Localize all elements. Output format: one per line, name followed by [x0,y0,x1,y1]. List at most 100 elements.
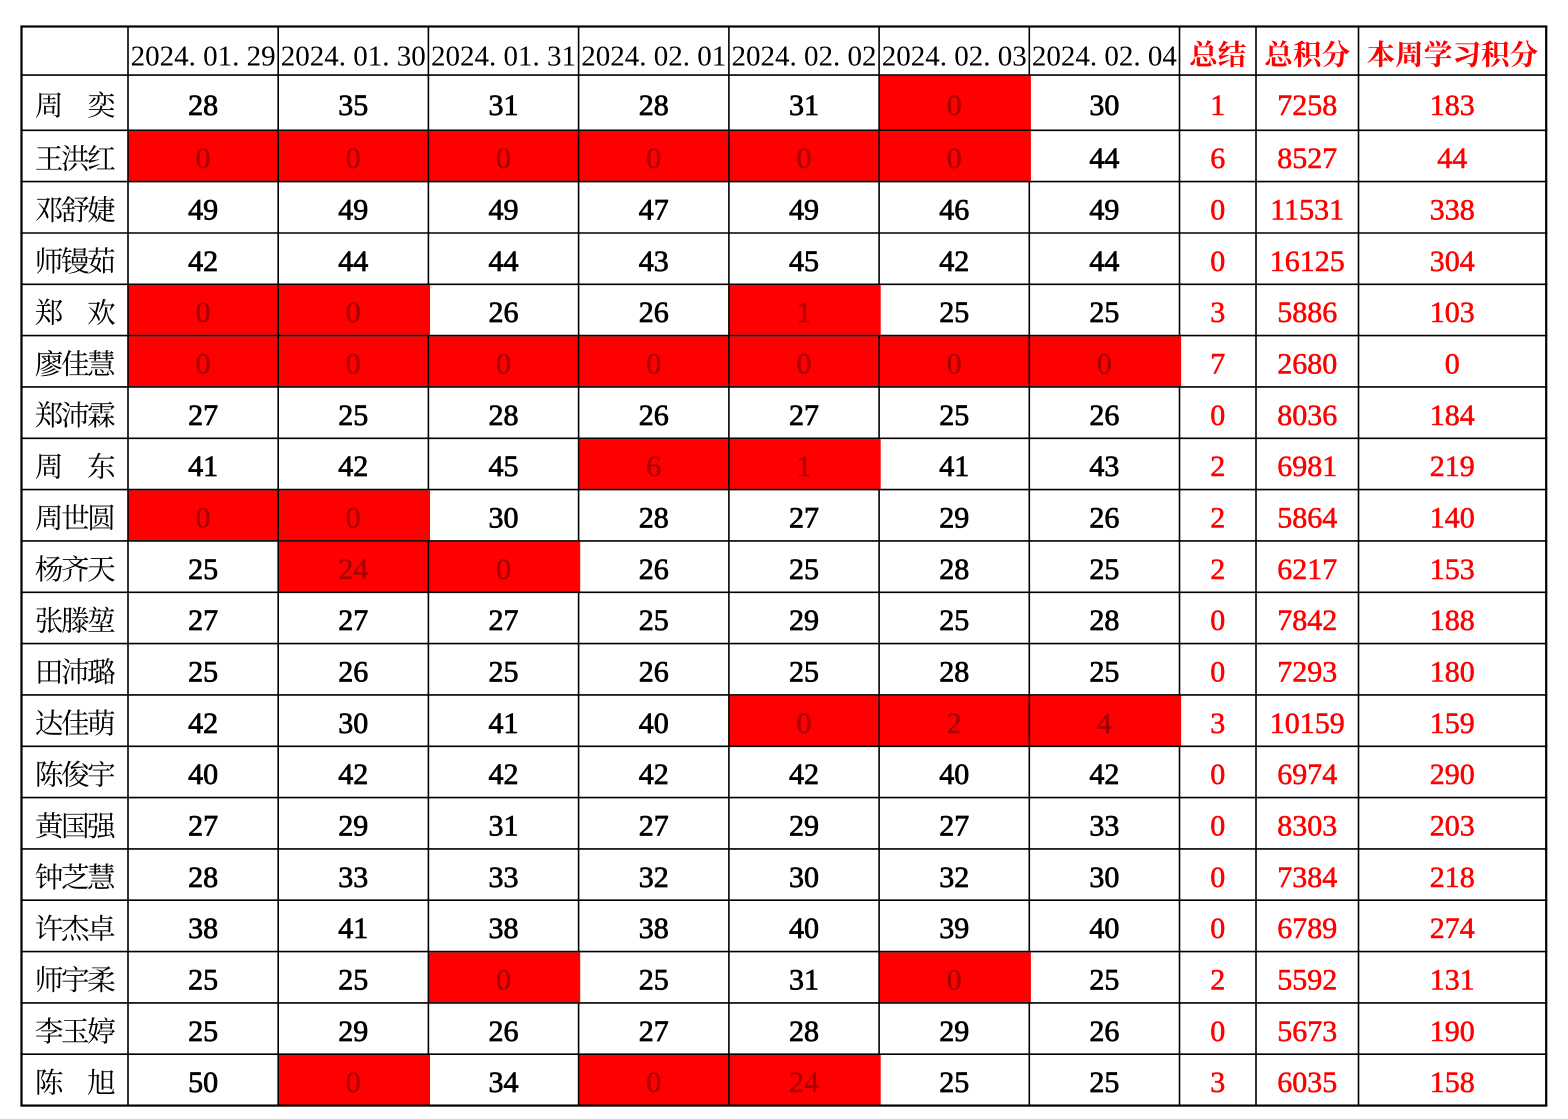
svg-text:40: 40 [789,912,819,945]
svg-text:44: 44 [338,245,368,278]
svg-text:33: 33 [1089,810,1119,843]
svg-text:6974: 6974 [1277,758,1337,791]
svg-text:184: 184 [1430,399,1475,432]
svg-text:27: 27 [188,810,218,843]
svg-text:218: 218 [1430,861,1475,894]
svg-text:40: 40 [1089,912,1119,945]
svg-text:0: 0 [1210,810,1225,843]
svg-text:6035: 6035 [1277,1066,1337,1099]
svg-text:0: 0 [496,142,511,175]
svg-text:42: 42 [489,758,519,791]
svg-text:44: 44 [1437,142,1467,175]
svg-text:26: 26 [489,1015,519,1048]
svg-text:2680: 2680 [1277,348,1337,381]
svg-text:25: 25 [939,1066,969,1099]
svg-text:41: 41 [338,912,368,945]
svg-text:10159: 10159 [1270,707,1345,740]
svg-text:2024. 02. 04: 2024. 02. 04 [1032,40,1178,72]
svg-text:7842: 7842 [1277,604,1337,637]
svg-text:50: 50 [188,1066,218,1099]
svg-text:31: 31 [489,89,519,122]
svg-text:7258: 7258 [1277,89,1337,122]
svg-text:25: 25 [489,656,519,689]
svg-text:103: 103 [1430,296,1475,329]
svg-text:0: 0 [797,348,812,381]
svg-text:0: 0 [1097,348,1112,381]
svg-text:28: 28 [939,656,969,689]
svg-text:0: 0 [646,142,661,175]
svg-text:0: 0 [1210,912,1225,945]
svg-text:188: 188 [1430,604,1475,637]
svg-text:31: 31 [789,89,819,122]
svg-text:45: 45 [789,245,819,278]
svg-text:0: 0 [196,502,211,535]
svg-text:0: 0 [196,296,211,329]
svg-text:219: 219 [1430,450,1475,483]
svg-text:49: 49 [338,194,368,227]
svg-text:27: 27 [639,1015,669,1048]
svg-text:26: 26 [1089,1015,1119,1048]
svg-text:7: 7 [1210,348,1225,381]
svg-text:41: 41 [939,450,969,483]
svg-text:290: 290 [1430,758,1475,791]
svg-text:0: 0 [1210,245,1225,278]
svg-text:33: 33 [338,861,368,894]
svg-text:40: 40 [639,707,669,740]
svg-text:1: 1 [1210,89,1225,122]
svg-text:7384: 7384 [1277,861,1337,894]
svg-text:0: 0 [947,89,962,122]
svg-text:42: 42 [939,245,969,278]
svg-text:28: 28 [639,502,669,535]
svg-text:34: 34 [489,1066,519,1099]
svg-text:47: 47 [639,194,669,227]
svg-text:31: 31 [789,963,819,996]
svg-text:0: 0 [496,553,511,586]
svg-text:2: 2 [1210,502,1225,535]
svg-text:2: 2 [947,707,962,740]
svg-text:0: 0 [1445,348,1460,381]
svg-text:45: 45 [489,450,519,483]
svg-text:0: 0 [1210,758,1225,791]
svg-text:1: 1 [797,450,812,483]
svg-text:0: 0 [1210,604,1225,637]
svg-text:11531: 11531 [1270,194,1344,227]
svg-text:2024. 01. 30: 2024. 01. 30 [281,40,426,72]
svg-text:30: 30 [338,707,368,740]
svg-text:49: 49 [188,194,218,227]
svg-text:28: 28 [939,553,969,586]
svg-text:28: 28 [489,399,519,432]
svg-text:26: 26 [338,656,368,689]
svg-text:25: 25 [1089,553,1119,586]
svg-text:4: 4 [1097,707,1112,740]
svg-text:25: 25 [939,604,969,637]
svg-text:0: 0 [496,348,511,381]
svg-text:8527: 8527 [1277,142,1337,175]
svg-text:2: 2 [1210,553,1225,586]
svg-text:0: 0 [646,348,661,381]
svg-text:27: 27 [639,810,669,843]
svg-text:26: 26 [1089,399,1119,432]
svg-text:24: 24 [338,553,368,586]
svg-text:28: 28 [188,861,218,894]
svg-text:38: 38 [188,912,218,945]
svg-text:25: 25 [939,296,969,329]
svg-text:42: 42 [639,758,669,791]
svg-text:40: 40 [939,758,969,791]
svg-text:44: 44 [1089,142,1119,175]
svg-text:2024. 02. 01: 2024. 02. 01 [581,40,726,72]
svg-text:159: 159 [1430,707,1475,740]
svg-text:44: 44 [489,245,519,278]
svg-text:25: 25 [1089,296,1119,329]
svg-text:26: 26 [639,553,669,586]
svg-text:0: 0 [196,142,211,175]
svg-text:26: 26 [639,656,669,689]
svg-text:0: 0 [1210,194,1225,227]
svg-text:2024. 01. 29: 2024. 01. 29 [131,40,276,72]
svg-text:29: 29 [789,810,819,843]
svg-text:338: 338 [1430,194,1475,227]
svg-text:29: 29 [338,1015,368,1048]
svg-text:25: 25 [338,399,368,432]
svg-text:0: 0 [346,348,361,381]
svg-text:7293: 7293 [1277,656,1337,689]
svg-text:30: 30 [789,861,819,894]
